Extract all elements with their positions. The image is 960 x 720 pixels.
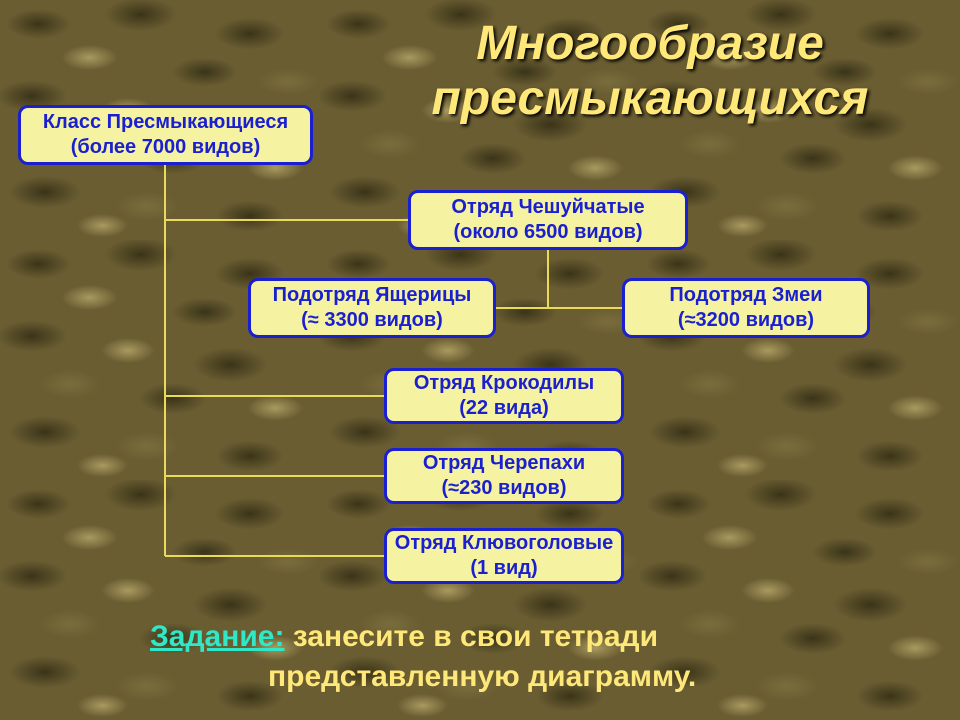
node-label-line1: Подотряд Ящерицы (273, 283, 472, 308)
task-text-2: представленную диаграмму. (268, 660, 696, 693)
task-text-1: занесите в свои тетради (284, 620, 658, 653)
node-suborder-snakes: Подотряд Змеи (≈3200 видов) (622, 278, 870, 338)
node-label-line1: Отряд Клювоголовые (395, 531, 613, 556)
node-class-reptilia: Класс Пресмыкающиеся (более 7000 видов) (18, 105, 313, 165)
title-line-1: Многообразие (370, 16, 930, 71)
node-order-rhynchocephalia: Отряд Клювоголовые (1 вид) (384, 528, 624, 584)
node-label-line2: (≈3200 видов) (678, 308, 814, 333)
node-label-line1: Отряд Черепахи (423, 451, 585, 476)
node-label-line2: (более 7000 видов) (71, 135, 260, 160)
slide-title: Многообразие пресмыкающихся (370, 16, 930, 126)
node-label-line1: Класс Пресмыкающиеся (43, 110, 288, 135)
node-label-line2: (1 вид) (470, 556, 537, 581)
title-line-2: пресмыкающихся (370, 71, 930, 126)
node-label-line2: (≈ 3300 видов) (301, 308, 443, 333)
slide-stage: Многообразие пресмыкающихся Класс Пресмы… (0, 0, 960, 720)
node-label-line2: (22 вида) (459, 396, 549, 421)
node-label-line2: (≈230 видов) (441, 476, 566, 501)
node-order-testudines: Отряд Черепахи (≈230 видов) (384, 448, 624, 504)
task-label: Задание: (150, 620, 284, 653)
node-suborder-lizards: Подотряд Ящерицы (≈ 3300 видов) (248, 278, 496, 338)
node-label-line1: Подотряд Змеи (669, 283, 822, 308)
node-label-line1: Отряд Крокодилы (414, 371, 594, 396)
node-label-line1: Отряд Чешуйчатые (451, 195, 644, 220)
task-line-2: представленную диаграмму. (268, 660, 960, 694)
node-order-crocodilia: Отряд Крокодилы (22 вида) (384, 368, 624, 424)
node-label-line2: (около 6500 видов) (453, 220, 642, 245)
task-line-1: Задание: занесите в свои тетради (150, 620, 930, 654)
node-order-squamata: Отряд Чешуйчатые (около 6500 видов) (408, 190, 688, 250)
